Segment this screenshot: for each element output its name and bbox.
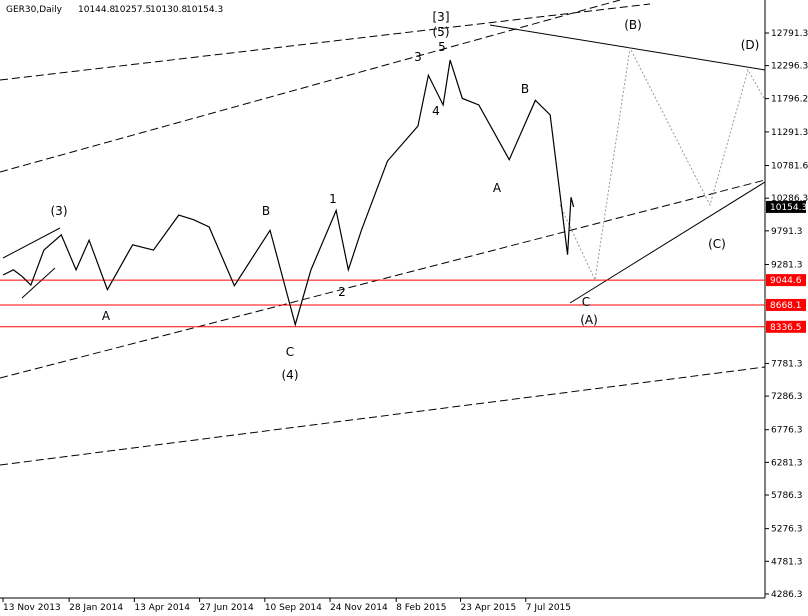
trend-line (21, 267, 56, 299)
ohlc-value: 10154.3 (186, 5, 223, 15)
x-tick-label: 13 Nov 2013 (3, 603, 61, 613)
trend-line (569, 181, 766, 304)
y-tick-label: 11291.3 (771, 128, 808, 138)
wave-label: (B) (624, 18, 642, 32)
level-label-box (766, 274, 806, 287)
wave-label: 3 (414, 50, 422, 64)
channel-line (0, 3, 651, 81)
wave-label: C (582, 295, 590, 309)
x-tick-label: 10 Sep 2014 (265, 603, 322, 613)
x-tick-label: 28 Jan 2014 (69, 603, 123, 613)
trend-line (2, 227, 61, 259)
wave-label: (5) (433, 25, 450, 39)
price-line (2, 59, 575, 327)
wave-label: (4) (282, 368, 299, 382)
y-tick-label: 4286.3 (771, 590, 803, 600)
projection (559, 46, 766, 282)
level-label-box (766, 298, 806, 311)
y-tick-label: 7781.3 (771, 359, 803, 369)
wave-label: (3) (51, 204, 68, 218)
y-tick-label: 6776.3 (771, 426, 803, 436)
y-tick-label: 9281.3 (771, 260, 803, 270)
x-tick-label: 13 Apr 2014 (134, 603, 190, 613)
level-label: 9044.6 (770, 276, 802, 286)
wave-label: C (286, 345, 294, 359)
wave-label: B (521, 82, 529, 96)
y-tick-label: 7286.3 (771, 392, 803, 402)
x-tick-label: 8 Feb 2015 (396, 603, 446, 613)
trend-line (489, 24, 766, 71)
trend-lines (0, 0, 766, 466)
ohlc-value: 10130.8 (150, 5, 187, 15)
x-tick-label: 23 Apr 2015 (461, 603, 517, 613)
wave-label: B (262, 204, 270, 218)
current-price-box (766, 200, 806, 213)
wave-label: A (493, 181, 502, 195)
y-tick-label: 4781.3 (771, 557, 803, 567)
wave-label: (D) (741, 38, 760, 52)
level-label-box (766, 320, 806, 333)
y-tick-label: 6281.3 (771, 458, 803, 468)
wave-label: 5 (438, 40, 446, 54)
level-label: 8336.5 (770, 323, 802, 333)
wave-label: [3] (433, 10, 450, 24)
x-tick-label: 7 Jul 2015 (526, 603, 571, 613)
ohlc-value: 10144.8 (78, 5, 115, 15)
x-tick-label: 24 Nov 2014 (330, 603, 388, 613)
current-price-label: 10154.3 (770, 203, 807, 213)
y-tick-label: 11796.2 (771, 95, 808, 105)
chart-title: GER30,Daily (6, 5, 63, 15)
ohlc-value: 10257.5 (114, 5, 151, 15)
wave-label: (C) (708, 237, 726, 251)
wave-label: 4 (432, 104, 440, 118)
x-tick-label: 27 Jun 2014 (200, 603, 254, 613)
y-tick-label: 5786.3 (771, 491, 803, 501)
wave-label: (A) (580, 313, 598, 327)
y-tick-label: 9791.3 (771, 227, 803, 237)
y-tick-label: 12791.3 (771, 29, 808, 39)
y-tick-label: 5276.3 (771, 525, 803, 535)
y-tick-label: 12296.3 (771, 62, 808, 72)
y-tick-label: 10781.6 (771, 162, 808, 172)
level-label: 8668.1 (770, 301, 802, 311)
channel-line (0, 366, 766, 466)
wave-label: 1 (329, 192, 337, 206)
y-tick-label: 10286.3 (771, 194, 808, 204)
wave-label: 2 (338, 285, 346, 299)
wave-label: A (102, 309, 111, 323)
